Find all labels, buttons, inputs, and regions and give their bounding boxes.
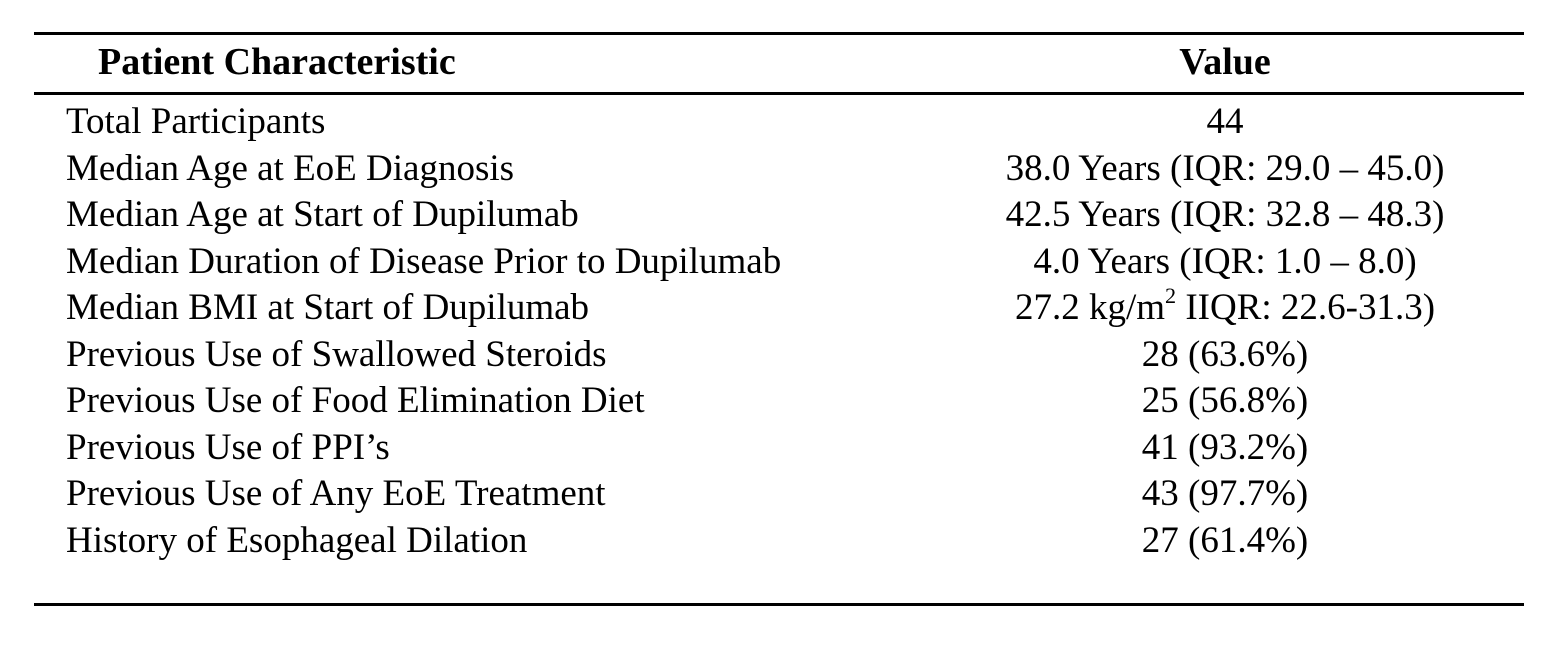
row-value: 28 (63.6%)	[1141, 333, 1309, 375]
row-value: 4.0 Years (IQR: 1.0 – 8.0)	[1033, 240, 1417, 282]
row-label: Previous Use of PPI’s	[66, 426, 390, 468]
table-header-rule	[34, 92, 1524, 95]
bmi-value-prefix: 27.2 kg/m	[1014, 287, 1165, 328]
table-row: Previous Use of PPI’s 41 (93.2%)	[0, 425, 1560, 472]
table-bottom-rule	[34, 603, 1524, 606]
row-value: 43 (97.7%)	[1141, 473, 1309, 514]
table-row: Median Duration of Disease Prior to Dupi…	[0, 239, 1560, 286]
bmi-value-suffix: IIQR: 22.6-31.3)	[1176, 287, 1436, 328]
row-label: Median Age at EoE Diagnosis	[66, 147, 515, 189]
row-label: History of Esophageal Dilation	[66, 519, 528, 561]
row-value: 27.2 kg/m2 IIQR: 22.6-31.3)	[960, 285, 1490, 332]
table-row: Previous Use of Food Elimination Diet 25…	[0, 378, 1560, 425]
row-label: Median Age at Start of Dupilumab	[66, 194, 579, 235]
header-value: Value	[1179, 41, 1271, 83]
table-row: Previous Use of Any EoE Treatment 43 (97…	[0, 471, 1560, 518]
row-label: Previous Use of Food Elimination Diet	[66, 380, 645, 421]
row-value: 41 (93.2%)	[1141, 426, 1309, 468]
row-value: 25 (56.8%)	[1141, 380, 1309, 421]
table-row: Total Participants 44	[0, 99, 1560, 146]
table-row: History of Esophageal Dilation 27 (61.4%…	[0, 518, 1560, 565]
row-label: Previous Use of Swallowed Steroids	[66, 333, 607, 375]
table-row: Median Age at EoE Diagnosis 38.0 Years (…	[0, 146, 1560, 193]
header-characteristic: Patient Characteristic	[98, 41, 456, 83]
row-label: Previous Use of Any EoE Treatment	[66, 473, 606, 514]
table-top-rule	[34, 32, 1524, 35]
row-value: 27 (61.4%)	[1141, 519, 1309, 561]
bmi-unit-superscript: 2	[1165, 283, 1177, 309]
row-value: 42.5 Years (IQR: 32.8 – 48.3)	[1005, 194, 1445, 235]
row-value: 38.0 Years (IQR: 29.0 – 45.0)	[1005, 147, 1445, 189]
row-label: Median BMI at Start of Dupilumab	[66, 287, 590, 328]
table-row: Previous Use of Swallowed Steroids 28 (6…	[0, 332, 1560, 379]
table-body: Total Participants 44 Median Age at EoE …	[0, 99, 1560, 564]
row-value: 44	[1206, 101, 1244, 142]
table-row: Median BMI at Start of Dupilumab 27.2 kg…	[0, 285, 1560, 332]
row-label: Total Participants	[66, 101, 326, 142]
table-row: Median Age at Start of Dupilumab 42.5 Ye…	[0, 192, 1560, 239]
row-label: Median Duration of Disease Prior to Dupi…	[66, 240, 782, 282]
